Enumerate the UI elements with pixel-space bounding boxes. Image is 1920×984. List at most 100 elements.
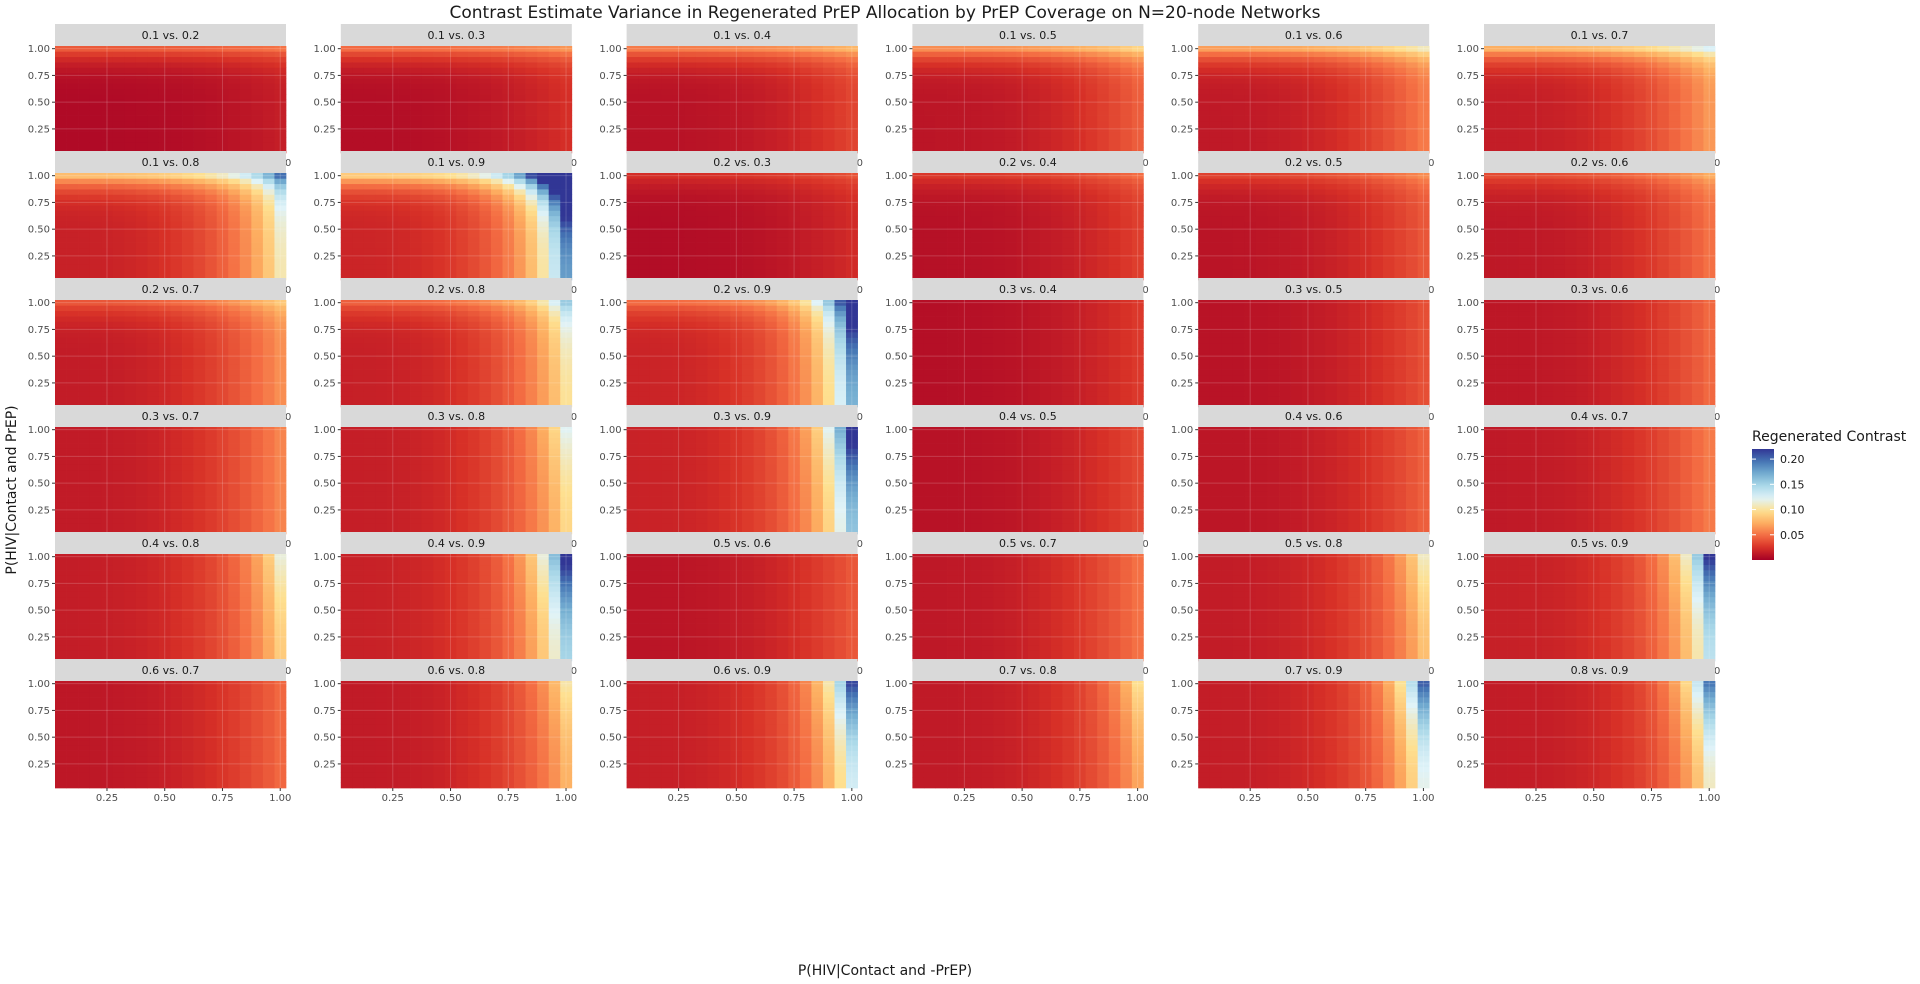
heatmap-tile	[800, 116, 812, 122]
heatmap-tile	[1337, 232, 1349, 238]
heatmap-tile	[433, 194, 445, 200]
heatmap-tile	[456, 121, 468, 127]
heatmap-tile	[375, 110, 387, 116]
heatmap-tile	[1337, 216, 1349, 222]
heatmap-tile	[1279, 51, 1291, 57]
heatmap-tile	[240, 178, 252, 184]
heatmap-tile	[468, 57, 480, 63]
heatmap-tile	[514, 121, 526, 127]
heatmap-tile	[777, 62, 789, 68]
heatmap-tile	[1109, 205, 1121, 211]
heatmap-tile	[124, 121, 136, 127]
heatmap-tile	[514, 248, 526, 254]
heatmap-tile	[754, 105, 766, 111]
heatmap-tile	[638, 142, 650, 148]
heatmap-tile	[835, 210, 847, 216]
heatmap-tile	[719, 264, 731, 270]
heatmap-tile	[1669, 105, 1681, 111]
heatmap-tile	[1233, 78, 1245, 84]
heatmap-tile	[1496, 178, 1508, 184]
heatmap-tile	[947, 132, 959, 138]
heatmap-tile	[422, 194, 434, 200]
heatmap-tile	[526, 232, 538, 238]
heatmap-tile	[549, 132, 561, 138]
heatmap-tile	[526, 269, 538, 275]
heatmap-tile	[251, 89, 263, 95]
heatmap-tile	[823, 216, 835, 222]
heatmap-tile	[707, 62, 719, 68]
heatmap-tile	[1565, 269, 1577, 275]
heatmap-tile	[1097, 259, 1109, 265]
heatmap-tile	[1198, 178, 1210, 184]
heatmap-tile	[982, 216, 994, 222]
heatmap-tile	[638, 67, 650, 73]
heatmap-tile	[661, 237, 673, 243]
heatmap-tile	[1268, 121, 1280, 127]
heatmap-tile	[55, 216, 67, 222]
x-axis-title: P(HIV|Contact and -PrEP)	[798, 963, 972, 979]
heatmap-tile	[1669, 67, 1681, 73]
heatmap-tile	[194, 259, 206, 265]
heatmap-tile	[970, 269, 982, 275]
heatmap-tile	[811, 132, 823, 138]
heatmap-tile	[1279, 137, 1291, 143]
heatmap-tile	[1484, 142, 1496, 148]
heatmap-tile	[1063, 216, 1075, 222]
heatmap-tile	[1063, 78, 1075, 84]
heatmap-tile	[982, 184, 994, 190]
heatmap-tile	[627, 110, 639, 116]
heatmap-tile	[136, 232, 148, 238]
heatmap-tile	[1097, 67, 1109, 73]
heatmap-tile	[537, 221, 549, 227]
heatmap-tile	[1233, 248, 1245, 254]
heatmap-tile	[352, 132, 364, 138]
heatmap-tile	[684, 237, 696, 243]
heatmap-tile	[526, 248, 538, 254]
heatmap-tile	[684, 116, 696, 122]
heatmap-tile	[171, 142, 183, 148]
heatmap-tile	[823, 189, 835, 195]
heatmap-tile	[182, 248, 194, 254]
heatmap-tile	[1028, 89, 1040, 95]
heatmap-tile	[456, 51, 468, 57]
heatmap-tile	[205, 116, 217, 122]
heatmap-tile	[410, 78, 422, 84]
heatmap-tile	[1256, 94, 1268, 100]
heatmap-tile	[970, 216, 982, 222]
heatmap-tile	[800, 264, 812, 270]
heatmap-tile	[1086, 184, 1098, 190]
heatmap-tile	[1692, 105, 1704, 111]
heatmap-tile	[136, 89, 148, 95]
heatmap-tile	[422, 132, 434, 138]
heatmap-tile	[251, 221, 263, 227]
heatmap-tile	[1542, 105, 1554, 111]
heatmap-tile	[113, 94, 125, 100]
heatmap-tile	[514, 205, 526, 211]
heatmap-tile	[742, 259, 754, 265]
heatmap-tile	[627, 269, 639, 275]
heatmap-tile	[1086, 62, 1098, 68]
heatmap-tile	[835, 89, 847, 95]
heatmap-tile	[1371, 205, 1383, 211]
y-tick-label: 0.75	[885, 198, 907, 209]
heatmap-tile	[1028, 78, 1040, 84]
heatmap-tile	[1314, 237, 1326, 243]
heatmap-tile	[684, 121, 696, 127]
heatmap-tile	[182, 110, 194, 116]
heatmap-tile	[1279, 221, 1291, 227]
y-tick-label: 0.75	[599, 71, 621, 82]
heatmap-tile	[1611, 237, 1623, 243]
y-tick-label: 0.75	[28, 198, 50, 209]
heatmap-tile	[1063, 178, 1075, 184]
heatmap-tile	[970, 116, 982, 122]
heatmap-tile	[1600, 269, 1612, 275]
facet-strip-label: 0.1 vs. 0.4	[713, 29, 771, 42]
heatmap-tile	[742, 78, 754, 84]
heatmap-tile	[491, 216, 503, 222]
heatmap-tile	[1198, 51, 1210, 57]
heatmap-tile	[1519, 248, 1531, 254]
heatmap-tile	[1337, 83, 1349, 89]
heatmap-tile	[1268, 232, 1280, 238]
heatmap-tile	[67, 184, 79, 190]
heatmap-tile	[90, 237, 102, 243]
